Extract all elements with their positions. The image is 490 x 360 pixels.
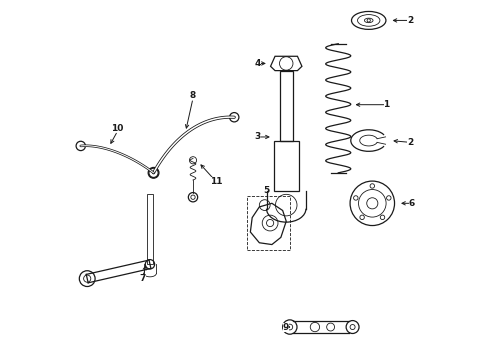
- Text: 11: 11: [210, 177, 222, 186]
- Text: 2: 2: [407, 138, 413, 147]
- Text: 7: 7: [140, 274, 146, 283]
- Text: 10: 10: [112, 123, 124, 132]
- Text: 8: 8: [190, 91, 196, 100]
- Text: 4: 4: [254, 59, 261, 68]
- Bar: [274, 141, 299, 191]
- Text: 2: 2: [407, 16, 413, 25]
- Bar: [247, 196, 290, 250]
- Bar: [280, 71, 293, 141]
- Text: 1: 1: [384, 100, 390, 109]
- Bar: [147, 194, 153, 264]
- Text: 9: 9: [283, 323, 289, 332]
- Text: 3: 3: [254, 132, 261, 141]
- Text: 5: 5: [264, 186, 270, 195]
- Text: 6: 6: [409, 199, 415, 208]
